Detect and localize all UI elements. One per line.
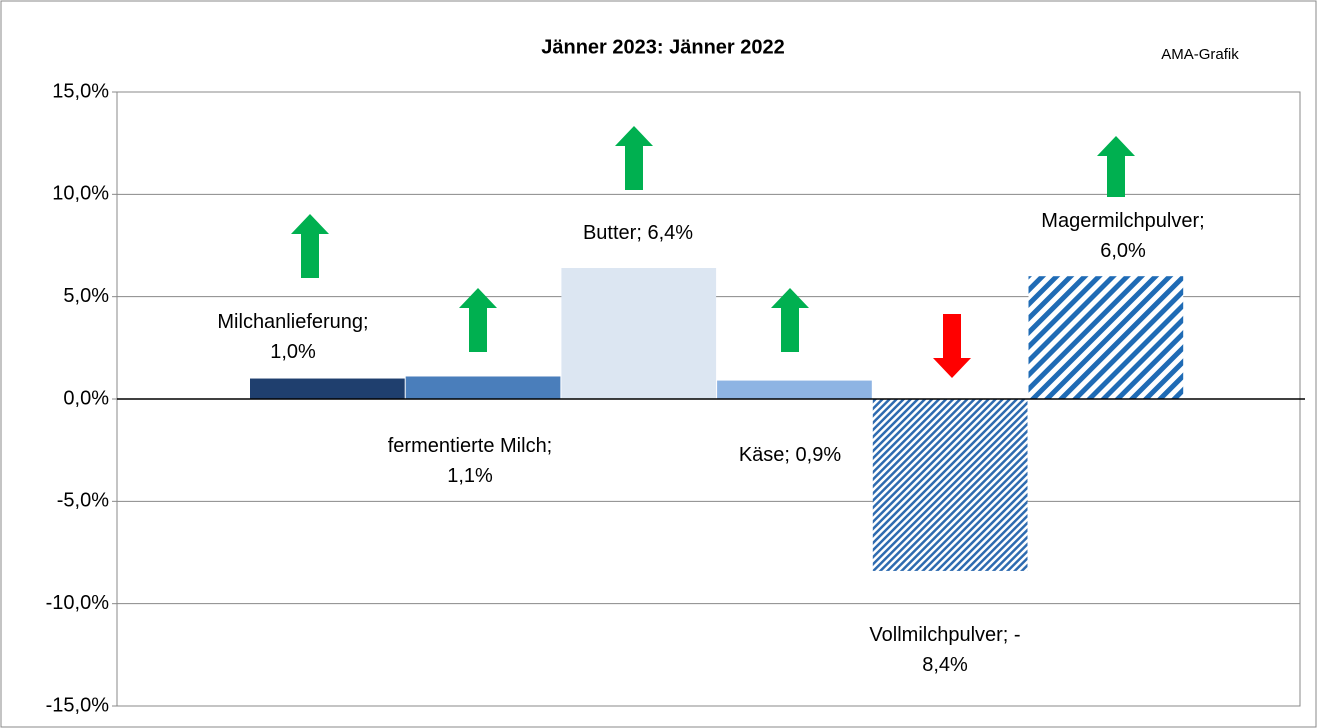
y-tick-label: 10,0%: [52, 183, 109, 205]
bar: [717, 380, 872, 399]
y-tick-label: -5,0%: [57, 490, 109, 512]
down-arrow: [933, 314, 971, 378]
bar: [561, 268, 717, 399]
bar: [1028, 276, 1184, 399]
bar: [250, 378, 405, 399]
source-label: AMA-Grafik: [1161, 46, 1239, 63]
data-label: fermentierte Milch; 1,1%: [387, 435, 553, 487]
chart-title: Jänner 2023: Jänner 2022: [541, 36, 785, 58]
up-arrow: [1097, 136, 1135, 197]
y-tick-label: 5,0%: [63, 285, 109, 307]
data-label: Magermilchpulver; 6,0%: [1041, 210, 1205, 262]
data-label: Butter; 6,4%: [582, 222, 694, 244]
up-arrow: [771, 288, 809, 352]
y-tick-label: 15,0%: [52, 80, 109, 102]
data-label: Käse; 0,9%: [738, 444, 842, 466]
y-tick-label: 0,0%: [63, 387, 109, 409]
bar: [405, 376, 561, 399]
up-arrow: [291, 214, 329, 278]
up-arrow: [615, 126, 653, 190]
bar: [872, 399, 1028, 571]
y-tick-label: -15,0%: [46, 694, 110, 716]
data-label: Vollmilchpulver; - 8,4%: [869, 624, 1021, 676]
data-label: Milchanlieferung; 1,0%: [217, 311, 369, 363]
y-tick-label: -10,0%: [46, 592, 110, 614]
up-arrow: [459, 288, 497, 352]
